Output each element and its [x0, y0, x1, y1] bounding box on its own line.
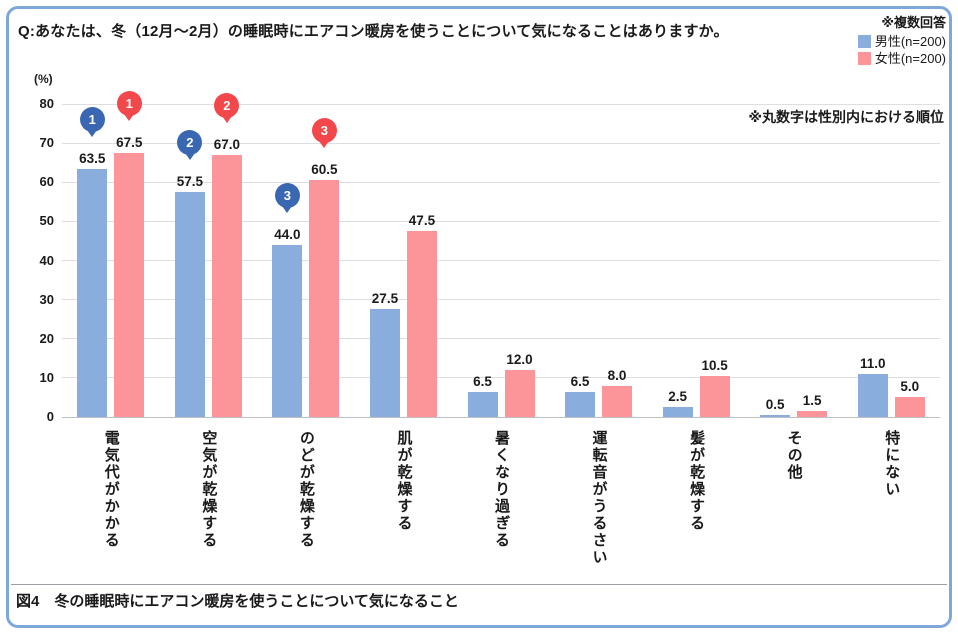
male-rank-badge-2: 2	[177, 130, 203, 161]
bar-female-2	[211, 154, 242, 417]
female-series-label: 女性(n=200)	[874, 51, 946, 66]
female-rank-badge-1: 1	[116, 90, 142, 121]
badge-tail	[221, 115, 232, 123]
value-label: 27.5	[371, 291, 399, 307]
value-label: 47.5	[408, 213, 436, 229]
bar-female-4	[406, 231, 437, 417]
bar-female-9	[894, 397, 925, 417]
value-label: 60.5	[311, 162, 338, 178]
gridline	[62, 260, 940, 261]
y-tick-label: 50	[39, 213, 54, 229]
category-label: その他	[785, 430, 803, 481]
gridline	[62, 142, 940, 144]
gridline	[62, 416, 940, 418]
y-tick-label: 30	[39, 291, 54, 307]
value-label: 8.0	[607, 367, 627, 383]
male-rank-badge-1: 1	[79, 106, 105, 137]
category-label: 暑くなり過ぎる	[493, 430, 510, 549]
category-label: 運転音がうるさい	[590, 430, 608, 566]
female-rank-badge-3: 3	[311, 118, 337, 149]
question-title: Q:あなたは、冬（12月～2月）の睡眠時にエアコン暖房を使うことについて気になる…	[18, 23, 729, 40]
category-label: 特にない	[883, 430, 901, 498]
gridline	[62, 103, 940, 105]
value-label: 67.0	[213, 136, 240, 152]
bar-male-5	[467, 391, 498, 417]
value-label: 6.5	[473, 373, 492, 389]
male-series-label: 男性(n=200)	[874, 34, 946, 49]
value-label: 12.0	[506, 352, 533, 368]
legend: ※複数回答 男性(n=200) 女性(n=200)	[857, 14, 946, 67]
y-tick-label: 70	[39, 135, 54, 151]
value-label: 44.0	[274, 226, 301, 242]
plot-area: 0 10 20 30 40 50 60 70 80 63.5 1 57.5 2 44.0 3 27.5 6.5 6…	[40, 90, 940, 566]
gridline	[62, 377, 940, 379]
bar-female-8	[797, 411, 828, 417]
female-series-swatch	[857, 52, 871, 65]
multiple-answer-note: ※複数回答	[881, 15, 946, 30]
bar-female-3	[309, 180, 340, 417]
y-axis-unit-label: (%)	[34, 72, 53, 86]
value-label: 63.5	[79, 150, 106, 166]
value-label: 5.0	[900, 379, 920, 395]
y-tick-label: 80	[39, 96, 54, 111]
bar-male-9	[857, 373, 888, 417]
y-tick-label: 60	[39, 174, 54, 190]
bar-male-4	[369, 309, 400, 417]
badge-tail	[282, 205, 293, 213]
figure-caption: 図4 冬の睡眠時にエアコン暖房を使うことについて気になること	[16, 593, 459, 610]
legend-item-female: 女性(n=200)	[857, 50, 946, 67]
value-label: 1.5	[802, 393, 822, 409]
bar-male-3	[272, 244, 303, 417]
bar-male-2	[174, 192, 205, 417]
bar-male-6	[565, 391, 596, 417]
y-tick-label: 10	[39, 369, 54, 385]
legend-item-male: 男性(n=200)	[857, 33, 946, 50]
badge-tail	[184, 153, 195, 161]
value-label: 2.5	[668, 389, 687, 405]
y-tick-label: 0	[46, 409, 54, 424]
bar-male-7	[662, 407, 693, 417]
value-label: 0.5	[765, 397, 785, 413]
gridline	[62, 181, 940, 183]
y-tick-label: 40	[39, 252, 54, 268]
bar-female-7	[699, 375, 730, 417]
gridline	[62, 299, 940, 301]
caption-separator	[11, 584, 947, 585]
male-rank-badge-3: 3	[274, 182, 300, 213]
female-rank-badge-2: 2	[214, 92, 240, 123]
value-label: 11.0	[859, 355, 886, 371]
category-label: 髪が乾燥する	[688, 430, 706, 532]
value-label: 10.5	[701, 357, 728, 373]
gridline	[62, 220, 940, 222]
bar-female-6	[602, 385, 633, 417]
bar-female-1	[114, 152, 145, 417]
rank-note: ※丸数字は性別内における順位	[748, 109, 944, 125]
y-tick-label: 20	[39, 330, 54, 346]
category-label: のどが乾燥する	[297, 430, 315, 549]
badge-tail	[124, 113, 135, 121]
gridline	[62, 338, 940, 340]
category-label: 電気代がかかる	[102, 430, 120, 549]
bar-male-1	[77, 168, 108, 417]
category-label: 空気が乾燥する	[200, 430, 218, 549]
bar-male-8	[760, 415, 791, 417]
value-label: 67.5	[116, 134, 143, 150]
badge-tail	[319, 141, 330, 149]
value-label: 6.5	[570, 373, 590, 389]
bar-female-5	[504, 370, 535, 417]
badge-tail	[87, 129, 98, 137]
value-label: 57.5	[176, 174, 203, 190]
category-label: 肌が乾燥する	[395, 430, 413, 532]
male-series-swatch	[857, 35, 871, 48]
